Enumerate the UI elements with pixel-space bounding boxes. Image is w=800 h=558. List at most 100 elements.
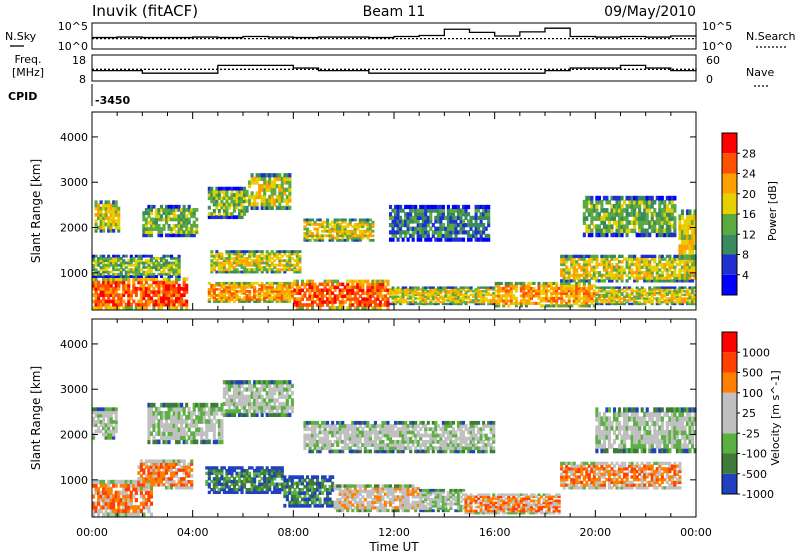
power-cell	[590, 233, 593, 238]
power-cell	[673, 224, 676, 229]
power-ytick-label: 3000	[60, 176, 88, 189]
velocity-band	[205, 466, 284, 494]
power-cell	[248, 184, 251, 188]
velocity-cell	[110, 487, 113, 491]
power-cell	[391, 227, 394, 231]
power-cell	[432, 223, 435, 227]
station-title: Inuvik (fitACF)	[92, 2, 198, 20]
velocity-cell	[112, 505, 115, 509]
power-cell	[487, 212, 490, 216]
velocity-cell	[117, 505, 120, 509]
power-cell	[263, 195, 266, 199]
power-cell	[477, 227, 480, 231]
power-cell	[251, 173, 254, 177]
power-band	[678, 209, 696, 259]
power-cell	[427, 223, 430, 227]
power-cell	[470, 286, 473, 288]
velocity-cell	[190, 468, 193, 472]
power-cell	[477, 209, 480, 213]
power-cell	[683, 249, 686, 255]
power-cell	[464, 216, 467, 220]
power-cell	[598, 212, 601, 217]
nsky-traces	[92, 28, 696, 38]
power-cell	[467, 212, 470, 216]
power-cell	[673, 208, 676, 213]
power-cell	[653, 208, 656, 213]
power-cell	[651, 216, 654, 221]
power-cell	[185, 300, 188, 304]
power-cell	[424, 227, 427, 231]
power-band	[210, 250, 301, 273]
power-cell	[268, 177, 271, 181]
power-cell	[298, 266, 301, 269]
power-band	[95, 200, 121, 232]
power-cell	[263, 191, 266, 195]
power-cell	[515, 297, 518, 300]
power-cell	[195, 218, 198, 222]
power-cell	[626, 224, 629, 229]
power-cell	[470, 219, 473, 223]
power-cell	[470, 238, 473, 242]
power-cell	[449, 234, 452, 238]
power-cell	[419, 238, 422, 242]
power-cell	[185, 277, 188, 281]
velocity-cell	[147, 509, 150, 513]
velocity-cell	[147, 498, 150, 502]
velocity-cell	[281, 466, 284, 469]
power-cell	[651, 204, 654, 209]
power-cell	[462, 238, 465, 242]
power-cell	[646, 212, 649, 217]
power-cell	[278, 202, 281, 206]
power-cell	[475, 219, 478, 223]
power-ytick-label: 4000	[60, 131, 88, 144]
power-colorbar-tick-label: 24	[742, 168, 756, 181]
power-cell	[283, 191, 286, 195]
power-band	[248, 173, 291, 210]
power-cell	[638, 208, 641, 213]
power-cell	[663, 200, 666, 205]
power-cell	[673, 233, 676, 238]
power-cell	[621, 233, 624, 238]
power-colorbar-tick-label: 28	[742, 147, 756, 160]
power-cell	[253, 199, 256, 203]
power-cell	[412, 238, 415, 242]
power-cell	[407, 223, 410, 227]
power-band	[208, 187, 249, 219]
power-ytick-label: 2000	[60, 222, 88, 235]
power-cell	[407, 238, 410, 242]
power-cell	[653, 224, 656, 229]
power-cell	[429, 227, 432, 231]
velocity-band	[283, 475, 334, 507]
power-cell	[389, 205, 392, 209]
power-cell	[298, 250, 301, 253]
power-cell	[608, 200, 611, 205]
power-cell	[281, 195, 284, 199]
power-cell	[454, 234, 457, 238]
power-band	[303, 218, 374, 241]
velocity-cell	[248, 472, 251, 475]
power-cell	[583, 212, 586, 217]
power-cell	[429, 212, 432, 216]
power-cell	[256, 180, 259, 184]
nsearch-label: N.Search	[746, 30, 796, 43]
power-band	[142, 205, 198, 237]
power-cell	[610, 228, 613, 233]
velocity-scatter	[92, 380, 697, 517]
power-cell	[261, 250, 264, 253]
velocity-cell	[183, 459, 186, 463]
power-colorbar-label: Power [dB]	[766, 181, 779, 241]
power-cell	[429, 238, 432, 242]
power-cell	[288, 177, 291, 181]
nsky-label: N.Sky	[5, 30, 37, 43]
power-cell	[673, 196, 676, 201]
power-cell	[407, 230, 410, 234]
power-cell	[454, 219, 457, 223]
velocity-band	[137, 459, 193, 489]
power-cell	[605, 208, 608, 213]
power-cell	[623, 200, 626, 205]
power-cell	[585, 216, 588, 221]
power-cell	[288, 180, 291, 184]
power-cell	[470, 227, 473, 231]
velocity-cell	[135, 491, 138, 495]
